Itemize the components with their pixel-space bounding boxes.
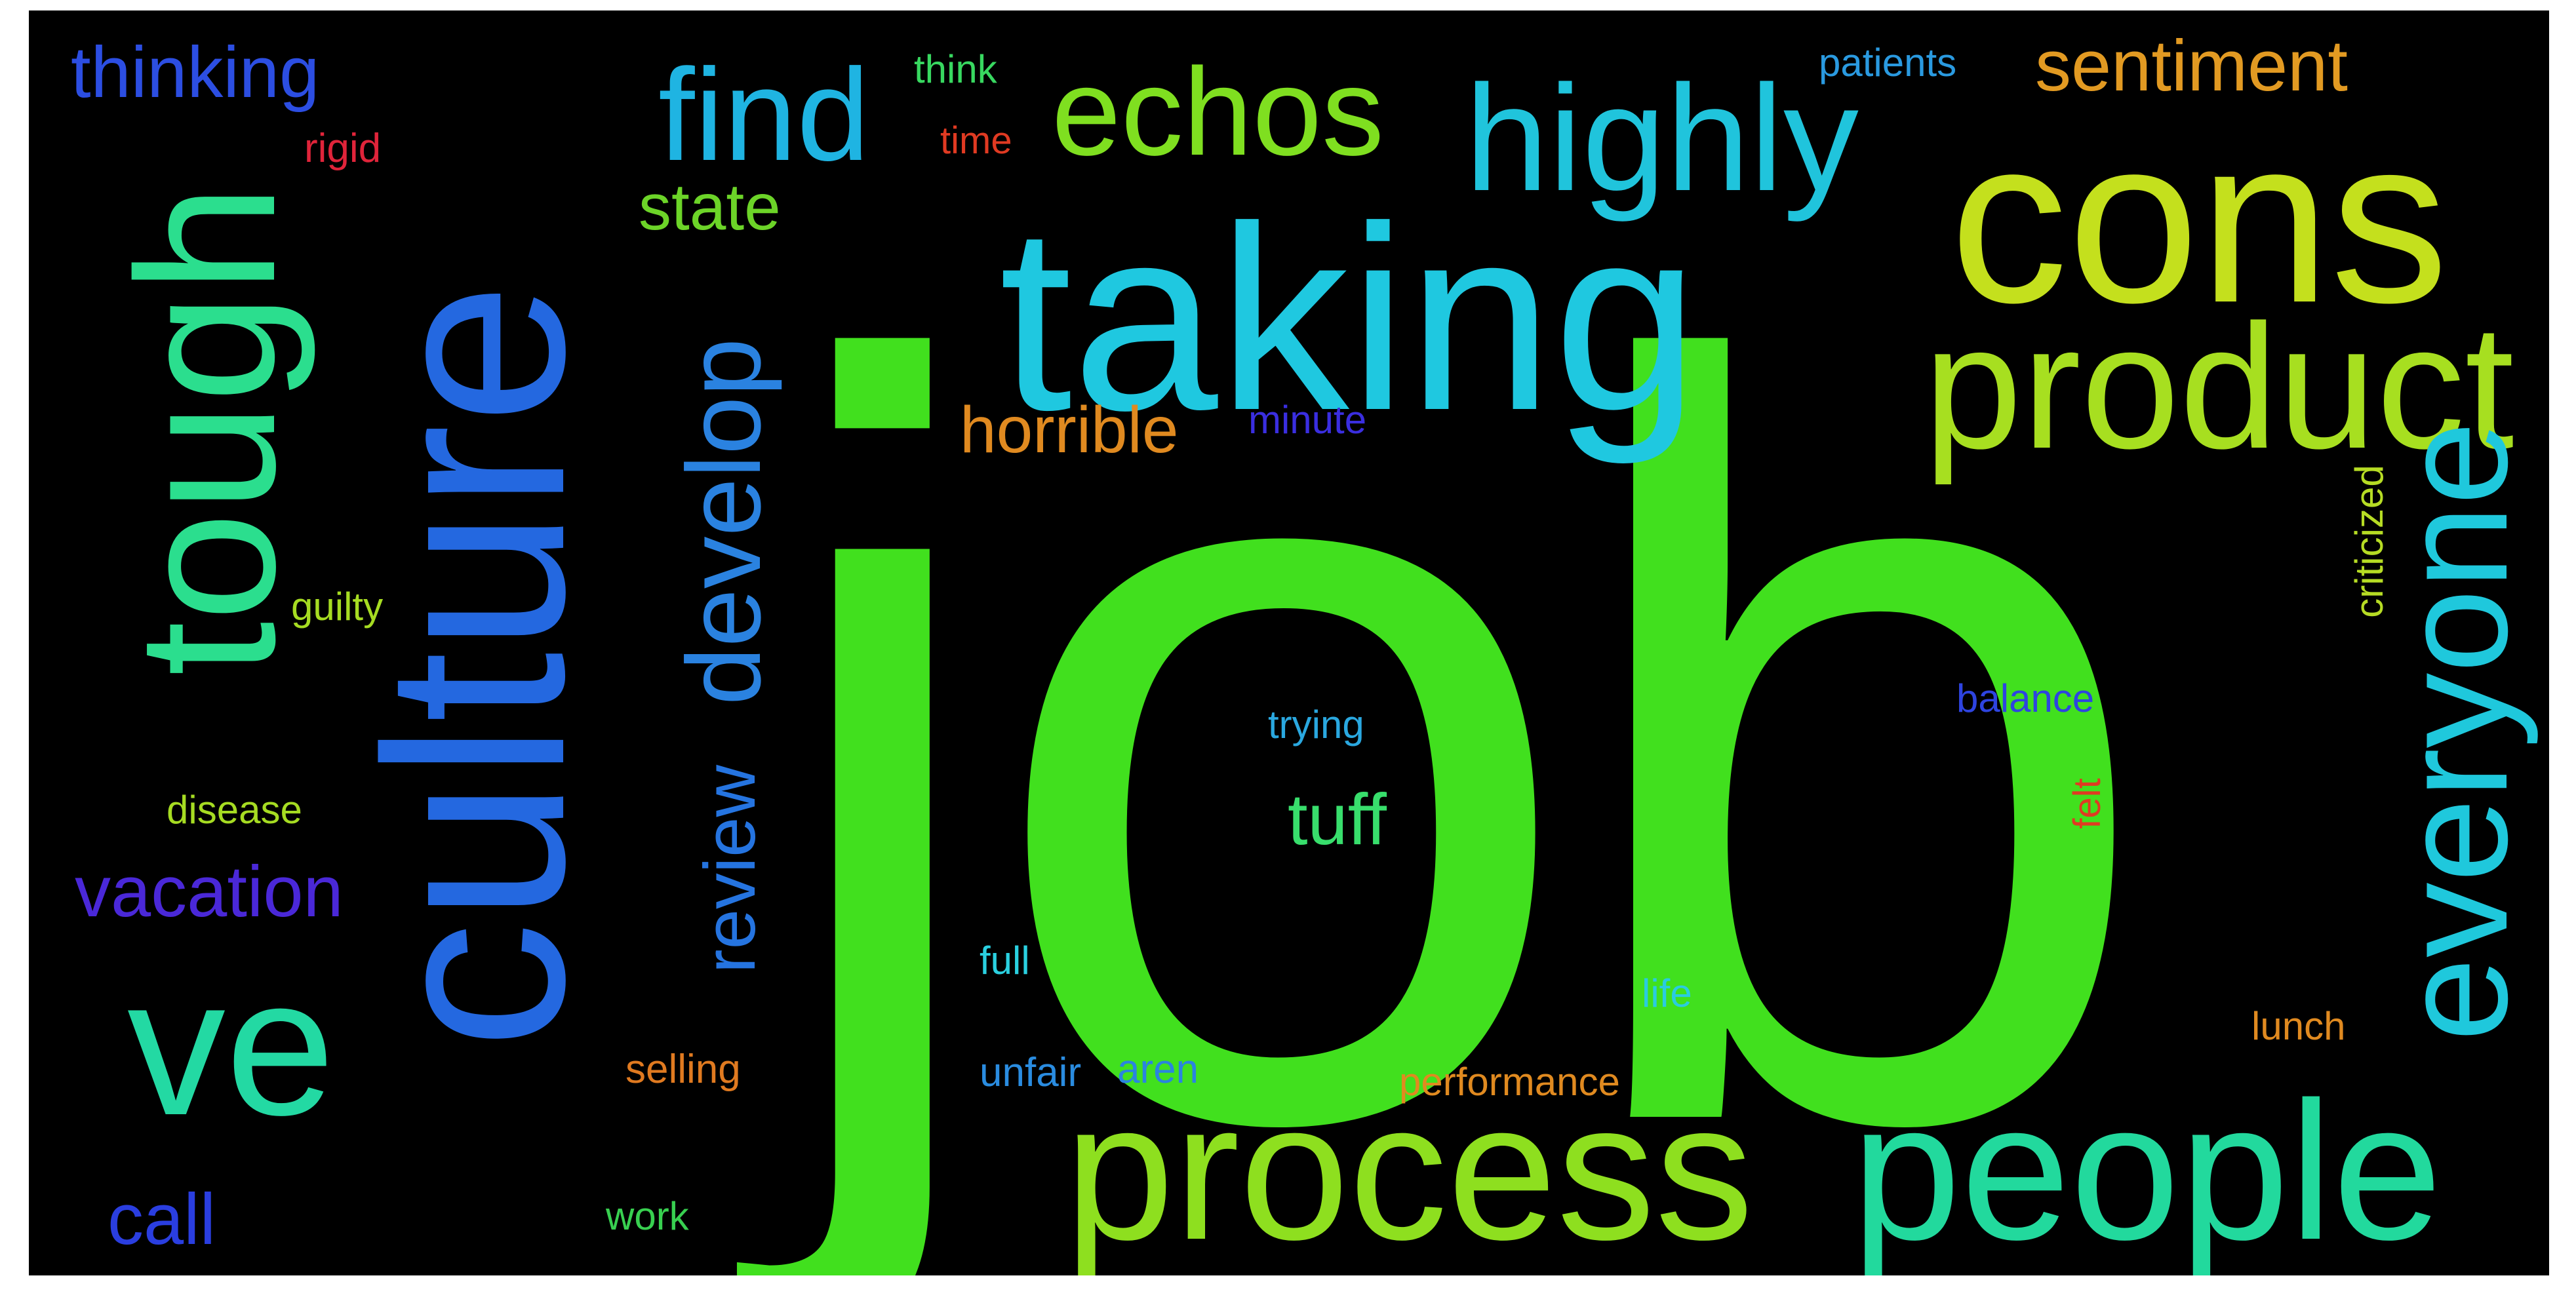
word-culture: culture	[332, 282, 618, 1050]
word-aren: aren	[1117, 1047, 1199, 1092]
word-people: people	[1852, 1060, 2442, 1275]
word-unfair: unfair	[980, 1050, 1082, 1095]
word-state: state	[639, 170, 781, 244]
word-cloud: job taking cons process people product h…	[29, 10, 2549, 1275]
word-develop: develop	[665, 338, 782, 706]
word-patients: patients	[1819, 41, 1957, 85]
word-product: product	[1924, 288, 2514, 486]
word-taking: taking	[999, 172, 1699, 465]
word-guilty: guilty	[291, 585, 384, 629]
word-cons: cons	[1950, 88, 2449, 352]
word-sentiment: sentiment	[2035, 26, 2348, 106]
word-work: work	[606, 1194, 689, 1238]
word-tuff: tuff	[1288, 779, 1387, 860]
word-full: full	[980, 939, 1030, 982]
word-review: review	[690, 765, 770, 973]
word-vacation: vacation	[75, 851, 344, 932]
word-process: process	[1065, 1060, 1754, 1275]
word-job: job	[763, 144, 2159, 1276]
word-performance: performance	[1399, 1060, 1620, 1104]
word-echos: echos	[1052, 43, 1385, 182]
word-horrible: horrible	[960, 393, 1179, 467]
word-think: think	[914, 47, 997, 91]
word-rigid: rigid	[304, 126, 382, 171]
word-highly: highly	[1465, 54, 1859, 222]
word-time: time	[940, 119, 1012, 162]
word-life: life	[1642, 971, 1692, 1015]
word-minute: minute	[1248, 398, 1367, 442]
word-tough: tough	[96, 184, 316, 676]
word-felt: felt	[2066, 778, 2109, 829]
word-everyone: everyone	[2370, 421, 2539, 1042]
word-call: call	[108, 1179, 216, 1260]
word-find: find	[658, 42, 870, 188]
word-disease: disease	[167, 788, 302, 832]
word-ve: ve	[127, 936, 335, 1156]
word-lunch: lunch	[2251, 1004, 2346, 1048]
word-selling: selling	[625, 1047, 741, 1092]
word-thinking: thinking	[71, 32, 320, 113]
word-criticized: criticized	[2347, 465, 2391, 618]
word-trying: trying	[1268, 703, 1364, 747]
word-balance: balance	[1956, 676, 2095, 720]
